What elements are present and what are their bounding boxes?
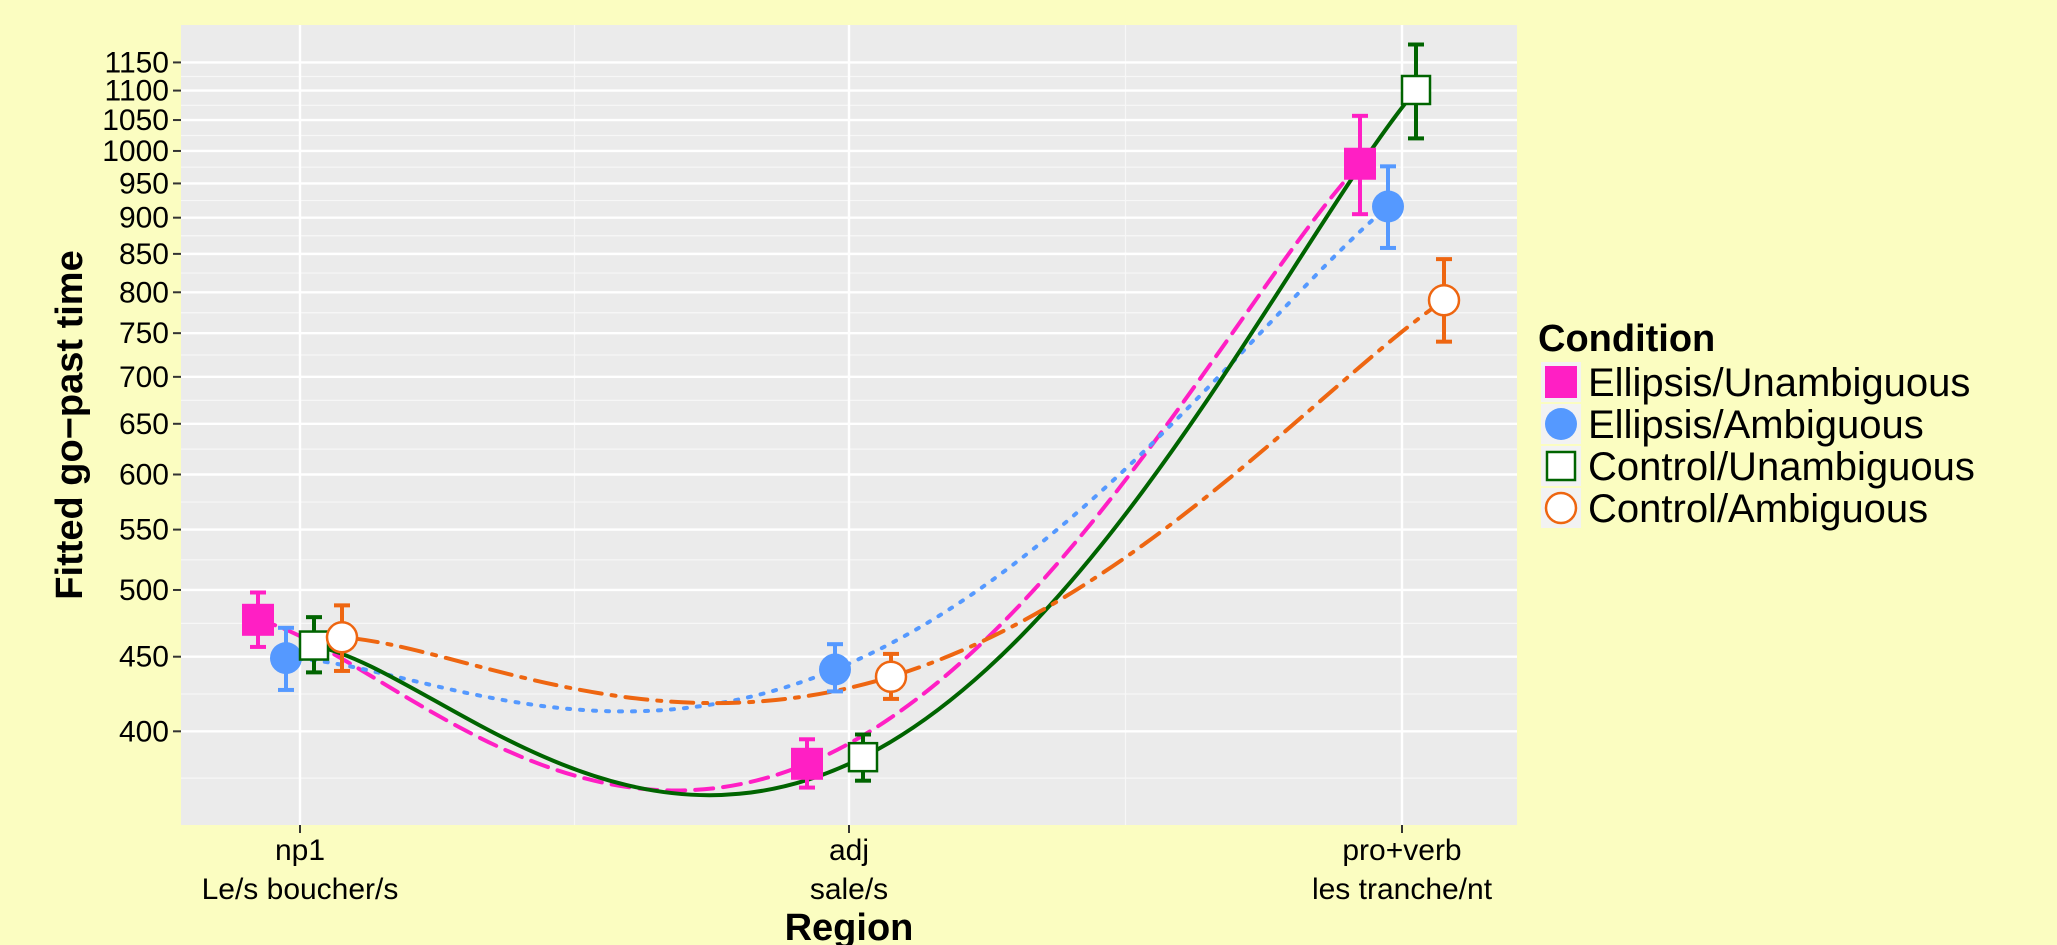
point-control-unambiguous — [847, 741, 879, 773]
point-ellipsis-unambiguous — [1344, 147, 1376, 180]
x-tick-label: np1 — [275, 834, 325, 867]
point-control-ambiguous — [325, 621, 359, 654]
point-ellipsis-ambiguous — [270, 642, 302, 675]
y-tick-label: 650 — [119, 408, 169, 441]
point-ellipsis-unambiguous — [791, 747, 823, 780]
point-ellipsis-ambiguous — [1372, 190, 1404, 223]
x-tick-sublabel: les tranche/nt — [1312, 873, 1493, 906]
y-tick-label: 1150 — [104, 46, 169, 79]
y-tick-label: 950 — [119, 167, 169, 200]
y-tick-label: 400 — [119, 715, 169, 748]
legend: Condition Ellipsis/UnambiguousEllipsis/A… — [1538, 318, 1975, 531]
x-tick-label: pro+verb — [1342, 834, 1461, 867]
y-axis-title: Fitted go−past time — [49, 250, 91, 599]
line-control-unambiguous — [312, 88, 1418, 798]
y-axis: 400 450 500 550 600 650 700 750 800 8509009501000… — [102, 46, 181, 748]
point-control-unambiguous — [298, 630, 330, 661]
y-tick-label: 1000 — [102, 135, 169, 168]
y-tick-label: 500 — [119, 574, 169, 607]
legend-label-control-unambiguous: Control/Unambiguous — [1588, 445, 1975, 489]
y-tick-label: 550 — [119, 514, 169, 547]
y-tick-label: 900 — [119, 202, 169, 235]
y-tick-label: 800 — [119, 276, 169, 309]
point-ellipsis-unambiguous — [242, 603, 274, 636]
y-tick-label: 450 — [119, 641, 169, 674]
point-control-ambiguous — [1427, 284, 1461, 317]
legend-key-control-unambiguous — [1545, 450, 1577, 482]
data-points — [242, 74, 1461, 780]
legend-label-ellipsis-unambiguous: Ellipsis/Unambiguous — [1588, 361, 1970, 405]
x-axis-title: Region — [785, 907, 914, 945]
y-tick-label: 750 — [119, 317, 169, 350]
x-axis: np1 Le/s boucher/s adj sale/s pro+verb les tr… — [202, 825, 1493, 906]
legend-key-control-ambiguous — [1544, 491, 1578, 525]
point-control-ambiguous — [874, 660, 908, 693]
y-tick-label: 850 — [119, 238, 169, 271]
x-tick-sublabel: sale/s — [810, 873, 888, 906]
point-ellipsis-ambiguous — [819, 653, 851, 686]
x-tick-sublabel: Le/s boucher/s — [202, 873, 399, 906]
legend-key-ellipsis-ambiguous — [1545, 408, 1577, 440]
legend-title: Condition — [1538, 318, 1715, 360]
line-control-ambiguous — [340, 298, 1446, 705]
y-tick-label: 1050 — [102, 104, 169, 137]
point-control-unambiguous — [1400, 74, 1432, 106]
legend-label-ellipsis-ambiguous: Ellipsis/Ambiguous — [1588, 403, 1924, 447]
legend-label-control-ambiguous: Control/Ambiguous — [1588, 487, 1928, 531]
y-tick-label: 700 — [119, 361, 169, 394]
grid-major — [181, 25, 1517, 825]
y-tick-label: 600 — [119, 458, 169, 491]
x-tick-label: adj — [829, 834, 869, 867]
legend-key-ellipsis-unambiguous — [1545, 366, 1577, 398]
y-tick-label: 1100 — [104, 75, 169, 108]
line-ellipsis-unambiguous — [256, 161, 1362, 793]
